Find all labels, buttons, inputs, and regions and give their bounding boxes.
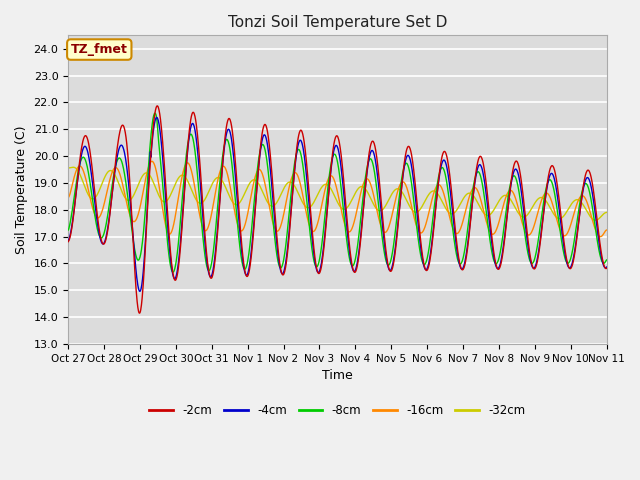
Text: TZ_fmet: TZ_fmet	[71, 43, 128, 56]
Title: Tonzi Soil Temperature Set D: Tonzi Soil Temperature Set D	[228, 15, 447, 30]
Legend: -2cm, -4cm, -8cm, -16cm, -32cm: -2cm, -4cm, -8cm, -16cm, -32cm	[145, 399, 530, 421]
X-axis label: Time: Time	[322, 369, 353, 382]
Y-axis label: Soil Temperature (C): Soil Temperature (C)	[15, 125, 28, 254]
